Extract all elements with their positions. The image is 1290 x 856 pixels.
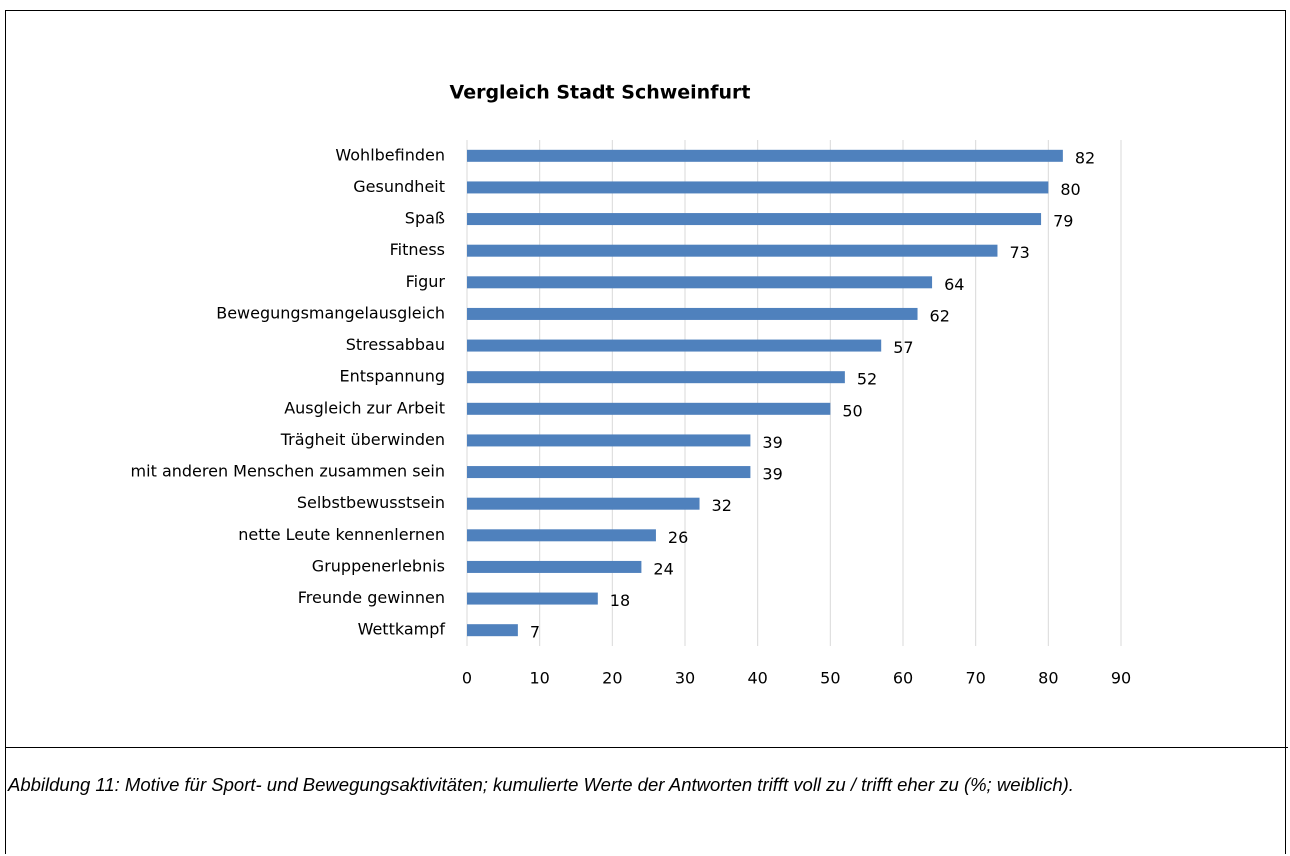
bar	[467, 371, 845, 384]
x-tick-label: 60	[893, 669, 913, 688]
frame	[5, 10, 1286, 854]
x-tick-label: 0	[462, 669, 472, 688]
bar	[467, 149, 1063, 162]
y-tick-label: Ausgleich zur Arbeit	[284, 398, 445, 417]
data-label: 64	[944, 275, 964, 294]
y-tick-label: Spaß	[405, 209, 445, 228]
bar	[467, 402, 831, 415]
data-label: 73	[1009, 243, 1029, 262]
data-label: 80	[1060, 180, 1080, 199]
y-tick-label: Stressabbau	[346, 335, 445, 354]
y-tick-label: Bewegungsmangelausgleich	[216, 303, 445, 322]
y-tick-label: Figur	[406, 272, 446, 291]
data-label: 18	[610, 591, 630, 610]
data-label: 32	[712, 496, 732, 515]
y-tick-label: Gesundheit	[353, 177, 445, 196]
x-tick-label: 40	[747, 669, 767, 688]
caption: Abbildung 11: Motive für Sport- und Bewe…	[8, 774, 1074, 795]
data-label: 52	[857, 370, 877, 389]
chart-title: Vergleich Stadt Schweinfurt	[450, 82, 751, 104]
y-tick-label: Trägheit überwinden	[280, 430, 445, 449]
chart: Vergleich Stadt Schweinfurt 0 10 20 30 40 50 6…	[131, 82, 1132, 688]
y-tick-label: mit anderen Menschen zusammen sein	[131, 462, 445, 481]
y-tick-label: Fitness	[390, 240, 445, 259]
y-tick-label: nette Leute kennenlernen	[238, 525, 445, 544]
data-label: 82	[1075, 148, 1095, 167]
bar	[467, 307, 918, 320]
x-tick-label: 30	[675, 669, 695, 688]
x-tick-label: 20	[602, 669, 622, 688]
y-tick-label: Gruppenerlebnis	[312, 556, 445, 575]
data-label: 26	[668, 528, 688, 547]
data-label: 62	[930, 306, 950, 325]
y-tick-label: Wohlbefinden	[335, 145, 445, 164]
data-label: 50	[842, 401, 862, 420]
data-label: 57	[893, 338, 913, 357]
y-tick-label: Freunde gewinnen	[298, 588, 445, 607]
x-tick-label: 10	[529, 669, 549, 688]
data-label: 24	[653, 559, 673, 578]
bar	[467, 592, 598, 605]
x-tick-label: 80	[1038, 669, 1058, 688]
data-label: 39	[762, 433, 782, 452]
separator	[5, 747, 1288, 748]
data-label: 39	[762, 465, 782, 484]
bar	[467, 466, 751, 479]
bar	[467, 624, 518, 637]
bar	[467, 244, 998, 257]
x-tick-label: 90	[1111, 669, 1131, 688]
bar	[467, 560, 642, 573]
bar	[467, 339, 882, 352]
y-tick-label: Wettkampf	[358, 620, 446, 639]
bar	[467, 213, 1042, 226]
bar	[467, 276, 933, 289]
bar	[467, 434, 751, 447]
data-label: 79	[1053, 212, 1073, 231]
bar	[467, 181, 1049, 194]
y-tick-label: Entspannung	[339, 367, 445, 386]
x-tick-label: 50	[820, 669, 840, 688]
x-tick-label: 70	[965, 669, 985, 688]
bar	[467, 529, 656, 542]
y-tick-label: Selbstbewusstsein	[297, 493, 445, 512]
bar	[467, 497, 700, 510]
data-label: 7	[530, 623, 540, 642]
